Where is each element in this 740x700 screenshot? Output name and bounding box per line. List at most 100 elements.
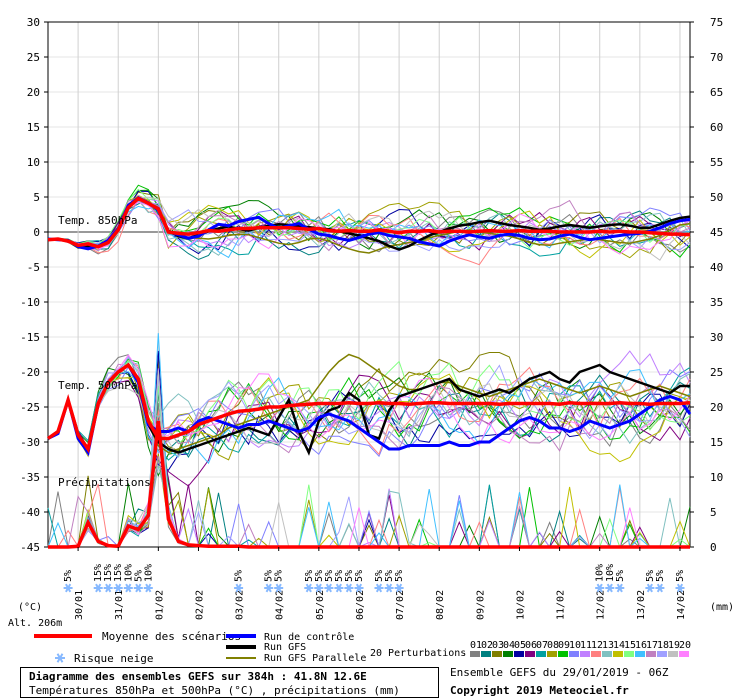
snow-risk-pct: 5% xyxy=(63,570,74,582)
snow-risk-pct: 5% xyxy=(374,570,385,582)
perturbation-line-precip xyxy=(48,431,691,548)
pert-color-swatch xyxy=(591,651,601,657)
x-date-label: 31/01 xyxy=(114,590,125,620)
snow-risk-pct: 5% xyxy=(274,570,285,582)
x-date-label: 13/02 xyxy=(636,590,647,620)
snowflake-icon xyxy=(143,583,153,593)
pert-id-label: 15 xyxy=(624,640,636,651)
y-tick-label-left: -5 xyxy=(27,261,40,274)
snow-risk-pct: 15% xyxy=(103,564,114,582)
plot-frame xyxy=(47,21,691,548)
snow-risk-pct: 10% xyxy=(605,564,616,582)
snow-risk-pct: 15% xyxy=(113,564,124,582)
y-tick-label-right: 0 xyxy=(710,541,717,554)
snowflake-icon xyxy=(615,583,625,593)
pert-color-swatch xyxy=(668,651,678,657)
snowflake-icon xyxy=(374,583,384,593)
legend-snow-label: Risque neige xyxy=(74,652,153,665)
snow-risk-pct: 5% xyxy=(675,570,686,582)
pert-id-label: 04 xyxy=(503,640,515,651)
perturbation-line-850 xyxy=(47,196,691,261)
run-info: Ensemble GEFS du 29/01/2019 - 06Z xyxy=(450,666,669,679)
y-tick-label-left: 15 xyxy=(27,121,40,134)
snowflake-icon xyxy=(334,583,344,593)
pert-id-label: 20 xyxy=(679,640,691,651)
pert-id-label: 19 xyxy=(668,640,680,651)
y-tick-label-left: -35 xyxy=(20,471,40,484)
x-date-label: 06/02 xyxy=(355,590,366,620)
y-tick-label-right: 55 xyxy=(710,156,723,169)
snowflake-icon xyxy=(113,583,123,593)
y-tick-label-right: 20 xyxy=(710,401,723,414)
snowflake-icon xyxy=(675,583,685,593)
x-date-label: 11/02 xyxy=(556,590,567,620)
legend-gfs-label: Run GFS xyxy=(264,642,306,653)
chart-title: Diagramme des ensembles GEFS sur 384h : … xyxy=(29,670,367,683)
y-tick-label-right: 70 xyxy=(710,51,723,64)
legend-control-label: Run de contrôle xyxy=(264,631,354,643)
pert-id-label: 11 xyxy=(580,640,592,651)
y-tick-label-left: 25 xyxy=(27,51,40,64)
y-tick-label-left: -30 xyxy=(20,436,40,449)
x-date-label: 14/02 xyxy=(676,590,687,620)
snowflake-icon xyxy=(595,583,605,593)
perturbation-line-850 xyxy=(47,189,691,250)
perturbation-line-850 xyxy=(47,191,691,253)
snowflake-icon xyxy=(324,583,334,593)
y-tick-label-left: 30 xyxy=(27,16,40,29)
snowflake-icon xyxy=(354,583,364,593)
pert-id-label: 18 xyxy=(657,640,669,651)
perturbation-line-precip xyxy=(48,432,690,548)
pert-color-swatch xyxy=(525,651,535,657)
snowflake-icon xyxy=(103,583,113,593)
pert-id-label: 05 xyxy=(514,640,526,651)
snow-risk-pct: 10% xyxy=(123,564,134,582)
snow-risk-pct: 5% xyxy=(234,570,245,582)
pert-id-label: 12 xyxy=(591,640,603,651)
y-tick-label-right: 15 xyxy=(710,436,723,449)
legend-pert-label: 20 Perturbations xyxy=(370,648,466,659)
pert-id-label: 16 xyxy=(635,640,647,651)
y-tick-label-left: -45 xyxy=(20,541,40,554)
pert-id-label: 13 xyxy=(602,640,614,651)
pert-id-label: 10 xyxy=(569,640,581,651)
legend-gfs-para-label: Run GFS Parallele xyxy=(264,653,366,664)
chart-grid xyxy=(48,21,690,548)
y-tick-label-right: 40 xyxy=(710,261,723,274)
y-tick-label-right: 45 xyxy=(710,226,723,239)
snow-risk-pct: 5% xyxy=(615,570,626,582)
pert-id-label: 06 xyxy=(525,640,537,651)
pert-color-swatch xyxy=(547,651,557,657)
perturbation-line-500 xyxy=(47,354,691,452)
pert-id-label: 07 xyxy=(536,640,548,651)
snowflake-icon xyxy=(133,583,143,593)
y-tick-label-left: -25 xyxy=(20,401,40,414)
pert-color-swatch xyxy=(580,651,590,657)
snow-risk-pct: 5% xyxy=(645,570,656,582)
y-tick-label-left: -15 xyxy=(20,331,40,344)
y-tick-label-right: 5 xyxy=(710,506,717,519)
main-series xyxy=(46,195,692,549)
y-tick-label-left: -10 xyxy=(20,296,40,309)
y-tick-label-right: 25 xyxy=(710,366,723,379)
snowflake-icon xyxy=(93,583,103,593)
snow-risk-pct: 15% xyxy=(93,564,104,582)
legend-mean-label: Moyenne des scénarios xyxy=(102,630,241,643)
y-tick-label-left: 10 xyxy=(27,156,40,169)
x-date-label: 12/02 xyxy=(596,590,607,620)
x-date-label: 03/02 xyxy=(235,590,246,620)
snowflake-icon xyxy=(234,583,244,593)
snowflake-icon xyxy=(655,583,665,593)
y-tick-label-left: -20 xyxy=(20,366,40,379)
snow-risk-pct: 5% xyxy=(344,570,355,582)
pert-color-swatch xyxy=(646,651,656,657)
pert-id-label: 03 xyxy=(492,640,504,651)
section-label-850: Temp. 850hPa xyxy=(58,214,137,227)
snowflake-icon xyxy=(344,583,354,593)
pert-color-swatch xyxy=(602,651,612,657)
y-tick-label-right: 50 xyxy=(710,191,723,204)
altitude-label: Alt. 206m xyxy=(8,618,62,629)
